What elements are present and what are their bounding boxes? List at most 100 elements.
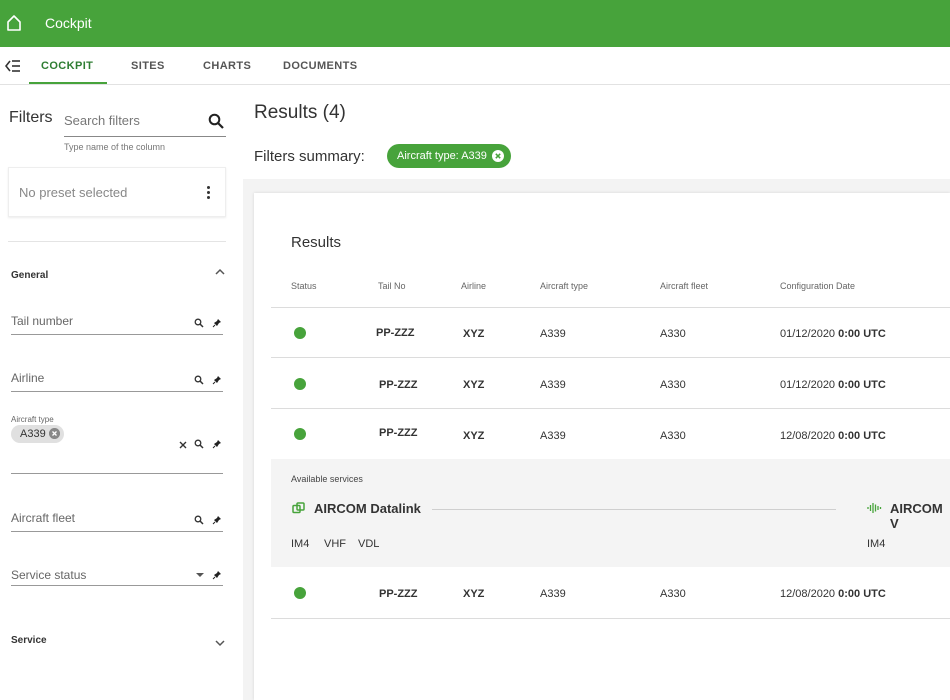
chevron-up-icon[interactable] xyxy=(215,267,225,277)
tab-bar: COCKPIT SITES CHARTS DOCUMENTS xyxy=(0,47,950,85)
section-general-title: General xyxy=(11,270,49,281)
pin-icon[interactable] xyxy=(212,318,222,328)
preset-label: No preset selected xyxy=(19,185,128,200)
tail-number-label: Tail number xyxy=(11,314,74,328)
aircraft-type-chip[interactable]: A339 xyxy=(11,425,64,443)
aircraft-type-field[interactable]: Aircraft type A339 xyxy=(11,415,223,474)
airline-cell: XYZ xyxy=(463,430,485,442)
results-card-title: Results xyxy=(291,234,342,251)
protocol-label: IM4 xyxy=(867,538,886,550)
column-header-aircraft-type[interactable]: Aircraft type xyxy=(540,281,589,291)
search-icon[interactable] xyxy=(194,375,204,385)
service-aircom-datalink-title: AIRCOM Datalink xyxy=(314,501,421,516)
tail-number-cell: PP-ZZZ xyxy=(379,379,418,391)
status-indicator xyxy=(294,587,306,599)
kebab-menu-icon[interactable] xyxy=(205,184,211,202)
active-tab-indicator xyxy=(29,82,107,84)
collapse-menu-icon[interactable] xyxy=(5,59,21,73)
close-icon[interactable] xyxy=(491,150,504,162)
service-divider xyxy=(432,509,836,510)
aircraft-fleet-cell: A330 xyxy=(660,430,686,442)
search-icon[interactable] xyxy=(194,515,204,525)
tab-documents[interactable]: DOCUMENTS xyxy=(283,60,358,72)
column-header-configuration-date[interactable]: Configuration Date xyxy=(780,281,856,291)
column-header-aircraft-fleet[interactable]: Aircraft fleet xyxy=(660,281,709,291)
pin-icon[interactable] xyxy=(212,375,222,385)
column-header-airline[interactable]: Airline xyxy=(461,281,487,291)
row-divider xyxy=(271,408,950,409)
aircraft-fleet-cell: A330 xyxy=(660,328,686,340)
tab-cockpit[interactable]: COCKPIT xyxy=(41,60,94,72)
results-card-background: Results Status Tail No Airline Aircraft … xyxy=(243,179,950,700)
pin-icon[interactable] xyxy=(212,515,222,525)
available-services-label: Available services xyxy=(291,474,363,484)
results-card: Results Status Tail No Airline Aircraft … xyxy=(254,193,950,700)
aircraft-type-label: Aircraft type xyxy=(11,415,54,424)
airline-label: Airline xyxy=(11,371,45,385)
search-icon[interactable] xyxy=(194,439,204,449)
airline-cell: XYZ xyxy=(463,328,485,340)
filters-summary-label: Filters summary: xyxy=(254,148,365,165)
app-header: Cockpit xyxy=(0,0,950,47)
airline-cell: XYZ xyxy=(463,588,485,600)
chevron-down-icon[interactable] xyxy=(215,638,225,648)
voice-wave-icon xyxy=(867,503,882,513)
service-status-select[interactable]: Service status xyxy=(11,559,223,586)
airline-field[interactable]: Airline xyxy=(11,363,223,392)
available-services-panel: Available services AIRCOM Datalink AIRCO… xyxy=(271,459,950,567)
tail-number-cell: PP-ZZZ xyxy=(379,588,418,600)
filter-summary-chip[interactable]: Aircraft type: A339 xyxy=(387,144,511,168)
aircraft-type-cell: A339 xyxy=(540,379,566,391)
datalink-icon xyxy=(292,502,305,514)
search-filters-input[interactable] xyxy=(64,105,226,137)
filters-sidebar: Filters Type name of the column No prese… xyxy=(0,85,236,700)
tab-charts[interactable]: CHARTS xyxy=(203,60,252,72)
close-icon[interactable] xyxy=(178,440,188,450)
service-aircom-voice-title: AIRCOM V xyxy=(890,501,943,531)
pin-icon[interactable] xyxy=(212,570,222,580)
aircraft-fleet-field[interactable]: Aircraft fleet xyxy=(11,503,223,532)
section-service-title: Service xyxy=(11,635,47,646)
row-divider xyxy=(271,618,950,619)
home-icon[interactable] xyxy=(6,14,22,32)
aircraft-type-cell: A339 xyxy=(540,430,566,442)
status-indicator xyxy=(294,428,306,440)
aircraft-type-cell: A339 xyxy=(540,328,566,340)
close-icon[interactable] xyxy=(48,428,60,439)
status-indicator xyxy=(294,378,306,390)
protocol-label: VDL xyxy=(358,538,380,550)
aircraft-type-chip-label: A339 xyxy=(20,428,46,440)
protocol-label: VHF xyxy=(324,538,346,550)
results-heading: Results (4) xyxy=(254,102,346,123)
configuration-date-cell: 12/08/2020 0:00 UTC xyxy=(780,430,886,442)
app-title: Cockpit xyxy=(45,15,92,31)
aircraft-fleet-cell: A330 xyxy=(660,588,686,600)
configuration-date-cell: 01/12/2020 0:00 UTC xyxy=(780,328,886,340)
column-header-status[interactable]: Status xyxy=(291,281,317,291)
preset-selector[interactable]: No preset selected xyxy=(8,167,226,217)
search-icon[interactable] xyxy=(208,113,224,129)
results-panel: Results (4) Filters summary: Aircraft ty… xyxy=(236,85,950,700)
protocol-label: IM4 xyxy=(291,538,310,550)
service-status-label: Service status xyxy=(11,568,87,582)
dropdown-arrow-icon[interactable] xyxy=(195,570,205,580)
configuration-date-cell: 01/12/2020 0:00 UTC xyxy=(780,379,886,391)
aircraft-fleet-cell: A330 xyxy=(660,379,686,391)
aircraft-fleet-label: Aircraft fleet xyxy=(11,511,76,525)
search-hint: Type name of the column xyxy=(64,142,166,152)
status-indicator xyxy=(294,327,306,339)
column-header-tail-no[interactable]: Tail No xyxy=(378,281,406,291)
tab-sites[interactable]: SITES xyxy=(131,60,165,72)
header-divider xyxy=(271,307,950,308)
configuration-date-cell: 12/08/2020 0:00 UTC xyxy=(780,588,886,600)
airline-cell: XYZ xyxy=(463,379,485,391)
search-icon[interactable] xyxy=(194,318,204,328)
tail-number-cell: PP-ZZZ xyxy=(379,427,418,439)
aircraft-type-cell: A339 xyxy=(540,588,566,600)
filters-title: Filters xyxy=(9,109,53,126)
filter-summary-chip-label: Aircraft type: A339 xyxy=(397,150,487,162)
tail-number-cell: PP-ZZZ xyxy=(376,327,415,339)
row-divider xyxy=(271,357,950,358)
pin-icon[interactable] xyxy=(212,439,222,449)
tail-number-field[interactable]: Tail number xyxy=(11,307,223,335)
